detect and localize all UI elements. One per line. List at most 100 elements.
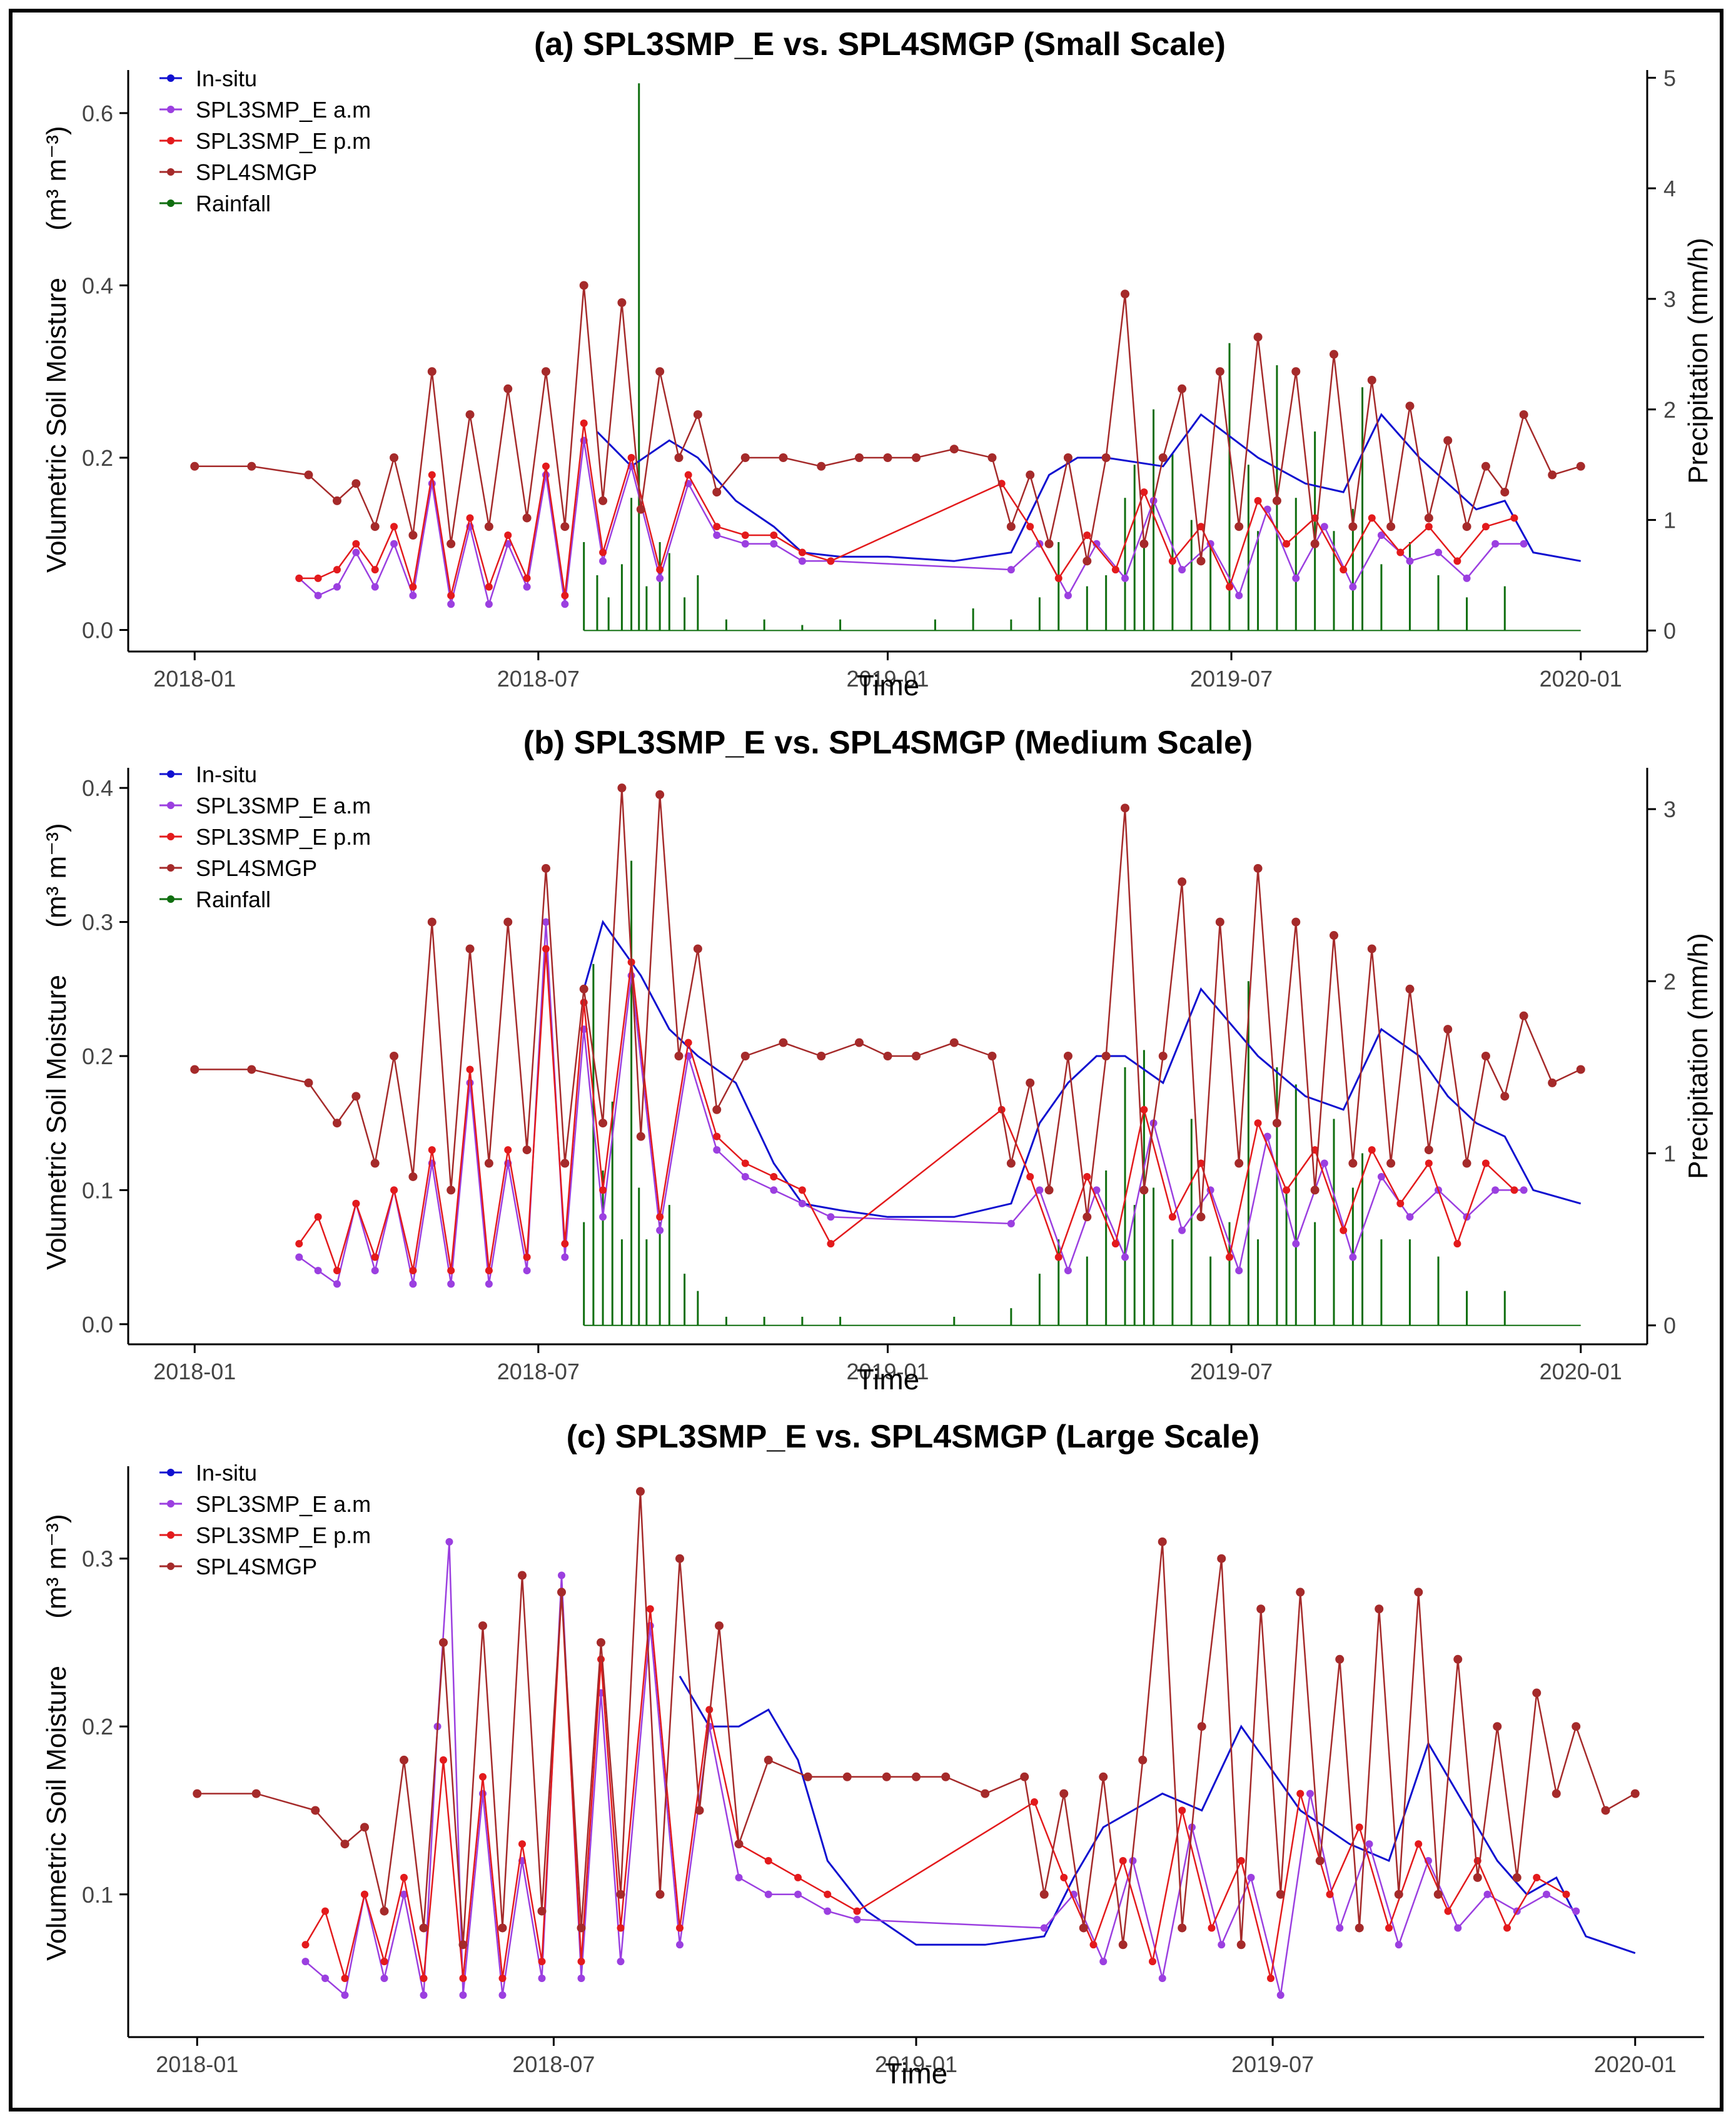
panel-a-x-ticks: 2018-01 2018-07 2019-01 2019-07 2020-01 — [153, 652, 1622, 692]
panel-b-spl4smgp-line — [194, 788, 1582, 1217]
panel-b-spl4smgp-point — [1424, 1145, 1433, 1155]
panel-a-spl3smp-e-a-m-point — [561, 600, 569, 608]
panel-c-spl3smp-e-a-m-point — [400, 1890, 408, 1898]
panel-b-spl3smp-e-p-m-point — [1311, 1146, 1319, 1154]
panel-b-x-ticks: 2018-01 2018-07 2019-01 2019-07 2020-01 — [153, 1344, 1622, 1384]
panel-a-x-tick-label: 2019-07 — [1190, 666, 1273, 692]
panel-c-spl3smp-e-a-m-point — [577, 1975, 585, 1983]
panel-a-spl4smgp-point — [1121, 289, 1130, 299]
panel-a-spl4smgp-point — [883, 453, 892, 462]
panel-a-spl3smp-e-p-m-point — [656, 566, 664, 574]
panel-c-spl3smp-e-p-m-point — [1149, 1958, 1156, 1966]
panel-b-spl4smgp-point — [1101, 1052, 1111, 1060]
panel-a-spl4smgp-point — [598, 496, 608, 505]
panel-c-x-tick-label: 2018-07 — [512, 2051, 595, 2077]
panel-c-spl3smp-e-p-m-point — [518, 1840, 526, 1848]
panel-c-spl3smp-e-p-m-point — [1562, 1890, 1570, 1898]
panel-b-spl4smgp-point — [1026, 1078, 1035, 1087]
panel-c-spl4smgp-point — [1118, 1940, 1128, 1950]
panel-c-spl4smgp-point — [1394, 1890, 1403, 1899]
panel-a-spl3smp-e-p-m-point — [1083, 531, 1091, 539]
panel-a-spl4smgp-point — [712, 488, 722, 497]
panel-a-y-ticks: 0.0 0.2 0.4 0.6 — [82, 101, 128, 643]
panel-a-spl3smp-e-a-m-point — [656, 574, 664, 582]
panel-b-spl4smgp-point — [949, 1038, 959, 1047]
panel-a-spl4smgp-point — [1367, 376, 1376, 385]
panel-a-spl4smgp-point — [817, 461, 826, 471]
panel-a-spl3smp-e-p-m-point — [599, 548, 607, 556]
panel-c-legend: In-situ SPL3SMP_E a.m SPL3SMP_E p.m SPL4SMG… — [159, 1460, 371, 1579]
panel-c-x-axis-label: Time — [885, 2057, 948, 2090]
panel-b-spl4smgp-point — [1500, 1092, 1510, 1101]
panel-a-spl3smp-e-a-m-point — [409, 591, 417, 600]
panel-c-spl4smgp-point — [941, 1772, 951, 1781]
panel-a-spl3smp-e-p-m-line — [299, 423, 1515, 596]
panel-c-spl3smp-e-a-m-point — [1129, 1857, 1137, 1865]
panel-a-legend-key-dot — [167, 199, 174, 207]
panel-b-spl4smgp-point — [390, 1052, 399, 1060]
panel-c-y-tick-label: 0.2 — [82, 1714, 113, 1739]
panel-b-spl3smp-e-a-m-point — [523, 1267, 531, 1275]
panel-a-spl4smgp-point — [1481, 461, 1490, 471]
panel-c-spl3smp-e-p-m-point — [1326, 1890, 1334, 1898]
panel-c-spl3smp-e-a-m-point — [764, 1890, 772, 1898]
panel-c-spl3smp-e-p-m-point — [400, 1873, 408, 1881]
panel-b-y2-tick-label: 1 — [1663, 1141, 1676, 1167]
panel-b-spl3smp-e-p-m-point — [1283, 1186, 1291, 1194]
panel-a-spl4smgp-point — [617, 298, 627, 307]
panel-b-spl4smgp-point — [1082, 1212, 1092, 1222]
panel-c-spl4smgp-point — [1473, 1873, 1482, 1882]
panel-a-spl3smp-e-a-m-point — [1320, 523, 1328, 531]
panel-b-legend-label: In-situ — [196, 762, 257, 787]
panel-a-spl4smgp-point — [190, 461, 199, 471]
panel-a-spl4smgp-point — [1158, 453, 1168, 462]
panel-c-spl4smgp-point — [1178, 1923, 1187, 1933]
panel-b-y2-tick-label: 2 — [1663, 969, 1676, 994]
panel-a-spl3smp-e-p-m-point — [371, 566, 379, 574]
panel-b-spl4smgp-point — [779, 1038, 788, 1047]
panel-a-legend-key-dot — [167, 74, 174, 82]
panel-c-spl4smgp-point — [577, 1923, 586, 1933]
panel-a-spl3smp-e-a-m-point — [1178, 566, 1186, 574]
panel-a-spl4smgp-point — [1576, 461, 1585, 471]
panel-c-spl3smp-e-a-m-point — [459, 1991, 467, 1999]
panel-b-legend-key-dot — [167, 895, 174, 903]
panel-a-spl4smgp-point — [541, 367, 550, 376]
panel-a-spl3smp-e-a-m-point — [1435, 548, 1443, 556]
panel-a-spl3smp-e-p-m-point — [1340, 566, 1348, 574]
panel-c-spl3smp-e-p-m-point — [459, 1975, 467, 1983]
panel-c-spl4smgp-point — [1158, 1537, 1167, 1546]
panel-b-spl4smgp-point — [1253, 863, 1263, 873]
panel-a-spl3smp-e-a-m-point — [352, 548, 360, 556]
panel-a-spl3smp-e-p-m-point — [352, 540, 360, 548]
panel-c-spl4smgp-point — [1138, 1755, 1148, 1764]
panel-b-spl3smp-e-a-m-point — [333, 1280, 341, 1288]
panel-a-spl3smp-e-a-m-point — [371, 583, 379, 591]
panel-a-spl4smgp-point — [447, 539, 456, 548]
panel-a-spl3smp-e-p-m-point — [333, 566, 341, 574]
panel-b-spl4smgp-point — [674, 1052, 684, 1060]
panel-c-spl4smgp-point — [695, 1806, 704, 1815]
panel-b-spl3smp-e-p-m-point — [295, 1240, 303, 1248]
panel-b: (b) SPL3SMP_E vs. SPL4SMGP (Medium Scale… — [41, 725, 1713, 1396]
panel-c-spl4smgp-point — [675, 1554, 684, 1563]
panel-b-spl4smgp-point — [560, 1159, 570, 1168]
panel-b-spl3smp-e-p-m-point — [1254, 1119, 1262, 1127]
panel-c-spl3smp-e-p-m-point — [794, 1873, 802, 1881]
panel-b-x-tick-label: 2019-01 — [846, 1359, 929, 1384]
panel-b-spl3smp-e-p-m-point — [447, 1267, 455, 1275]
panel-a-spl4smgp-point — [1500, 488, 1510, 497]
panel-a-spl4smgp-point — [579, 281, 588, 290]
panel-b-spl4smgp-point — [712, 1105, 722, 1114]
panel-b-spl3smp-e-a-m-point — [1263, 1132, 1271, 1140]
panel-b-spl3smp-e-p-m-point — [333, 1267, 341, 1275]
panel-c-spl3smp-e-p-m-point — [498, 1975, 507, 1983]
panel-c-spl4smgp-point — [537, 1906, 547, 1916]
panel-a-spl3smp-e-a-m-point — [1235, 591, 1243, 600]
panel-a-spl3smp-e-p-m-point — [827, 557, 835, 565]
panel-c-spl4smgp-point — [1572, 1722, 1581, 1731]
panel-c-legend-key-dot — [167, 1469, 174, 1476]
panel-b-y-tick-label: 0.4 — [82, 775, 113, 801]
panel-b-spl4smgp-point — [1291, 917, 1301, 927]
panel-a-x-tick-label: 2018-07 — [497, 666, 580, 692]
